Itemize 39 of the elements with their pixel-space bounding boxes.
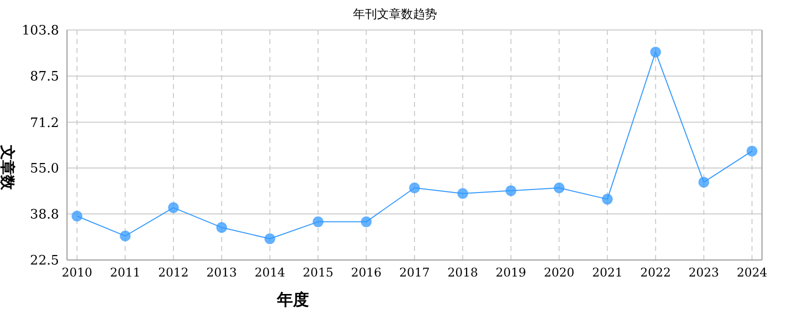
- point: [650, 46, 662, 58]
- point: [409, 182, 420, 194]
- point: [602, 194, 613, 205]
- x-tick-label: 2023: [688, 266, 720, 280]
- x-tick-label: 2020: [544, 266, 574, 280]
- point: [264, 233, 276, 244]
- y-tick-label: 55.0: [30, 162, 59, 177]
- chart-title: 年刊文章数趋势: [352, 6, 438, 23]
- x-tick-label: 2021: [592, 266, 623, 280]
- point: [120, 230, 131, 242]
- x-tick-label: 2016: [351, 266, 382, 280]
- point: [360, 216, 372, 228]
- y-tick-label: 22.5: [30, 254, 59, 269]
- point: [168, 202, 179, 214]
- y-tick-label: 71.2: [30, 116, 59, 131]
- x-tick-label: 2012: [158, 266, 189, 280]
- x-tick-label: 2019: [496, 266, 526, 280]
- x-tick-label: 2011: [110, 266, 140, 280]
- point: [312, 216, 324, 228]
- x-tick-label: 2017: [399, 266, 430, 280]
- point: [554, 182, 565, 194]
- point: [698, 176, 710, 188]
- y-axis-title: 文章数: [0, 144, 17, 191]
- x-tick-label: 2022: [640, 266, 671, 280]
- point: [505, 185, 516, 196]
- y-tick-label: 87.5: [30, 70, 59, 85]
- x-tick-label: 2014: [254, 266, 286, 280]
- point: [216, 222, 228, 233]
- x-tick-label: 2018: [447, 266, 478, 280]
- point: [457, 188, 468, 200]
- x-tick-label: 2010: [62, 266, 92, 280]
- x-tick-label: 2015: [302, 266, 334, 280]
- y-tick-label: 103.8: [22, 24, 59, 39]
- x-axis-title: 年度: [277, 290, 309, 311]
- x-tick-label: 2013: [206, 266, 237, 280]
- point: [746, 146, 758, 157]
- point: [72, 210, 82, 222]
- y-tick-label: 38.8: [30, 208, 59, 222]
- x-tick-label: 2024: [736, 266, 768, 280]
